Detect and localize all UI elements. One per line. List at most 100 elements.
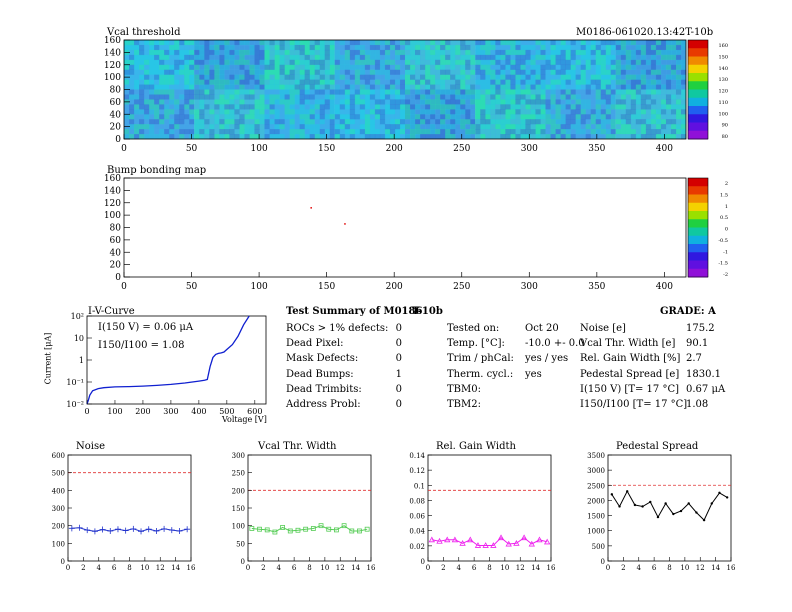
pixel-cell: [465, 104, 471, 110]
pixel-cell: [595, 99, 601, 105]
pixel-cell: [470, 74, 476, 80]
pixel-cell: [319, 84, 326, 90]
pixel-cell: [279, 134, 285, 140]
pixel-cell: [570, 89, 576, 95]
pixel-cell: [174, 84, 180, 90]
pixel-cell: [470, 119, 476, 125]
pixel-cell: [515, 109, 521, 115]
pixel-cell: [595, 109, 601, 115]
summary-label: Therm. cycl.:: [447, 368, 514, 380]
data-point: [176, 527, 183, 534]
pixel-cell: [590, 94, 596, 100]
pixel-cell: [274, 89, 280, 95]
pixel-cell: [169, 99, 175, 105]
series-line: [431, 537, 548, 546]
pixel-cell: [149, 79, 155, 85]
pixel-cell: [379, 54, 386, 61]
pixel-cell: [304, 79, 310, 85]
pixel-cell: [605, 124, 612, 130]
pixel-cell: [384, 99, 391, 105]
pixel-cell: [490, 79, 496, 85]
pixel-cell: [420, 134, 426, 140]
pixel-cell: [209, 104, 215, 110]
pixel-cell: [520, 59, 526, 66]
pixel-cell: [545, 114, 551, 120]
pixel-cell: [580, 64, 586, 70]
pixel-cell: [455, 64, 461, 70]
pixel-cell: [680, 59, 687, 66]
pixel-cell: [410, 89, 416, 95]
pixel-cell: [314, 40, 320, 46]
data-point: [264, 527, 270, 533]
pixel-cell: [154, 84, 160, 90]
pixel-cell: [565, 119, 571, 125]
pixel-cell: [420, 109, 426, 115]
pixel-cell: [389, 44, 396, 51]
pixel-cell: [384, 124, 391, 130]
pixel-cell: [389, 129, 396, 135]
pixel-cell: [410, 74, 416, 80]
pixel-cell: [420, 54, 426, 61]
pixel-cell: [374, 89, 381, 95]
pixel-cell: [660, 119, 667, 125]
pixel-cell: [169, 109, 175, 115]
pixel-cell: [415, 114, 421, 120]
pixel-cell: [214, 54, 220, 61]
pixel-cell: [530, 54, 536, 61]
pixel-cell: [665, 99, 672, 105]
pixel-cell: [339, 74, 346, 80]
pixel-cell: [500, 79, 506, 85]
pixel-cell: [224, 99, 230, 105]
pixel-cell: [279, 79, 285, 85]
pixel-cell: [164, 49, 170, 56]
pixel-cell: [640, 104, 647, 110]
pixel-cell: [665, 84, 672, 90]
pixel-cell: [545, 54, 551, 61]
pixel-cell: [680, 89, 687, 95]
pixel-cell: [490, 119, 496, 125]
pixel-cell: [329, 129, 336, 135]
pixel-cell: [214, 119, 220, 125]
pixel-cell: [249, 89, 255, 95]
pixel-cell: [199, 54, 205, 61]
pixel-cell: [560, 59, 566, 66]
pixel-cell: [154, 129, 160, 135]
pixel-cell: [665, 119, 672, 125]
pixel-cell: [640, 54, 647, 61]
pixel-cell: [344, 69, 351, 75]
pixel-cell: [244, 84, 250, 90]
pixel-cell: [410, 119, 416, 125]
palette-label: 1.5: [720, 192, 728, 198]
pixel-cell: [530, 114, 536, 120]
pixel-cell: [299, 74, 305, 80]
data-point: [84, 527, 91, 534]
palette-label: 0: [725, 227, 728, 233]
pixel-cell: [214, 134, 220, 140]
pixel-cell: [425, 54, 431, 61]
pixel-cell: [440, 44, 446, 51]
pixel-cell: [455, 134, 461, 140]
pixel-cell: [475, 54, 481, 61]
pixel-cell: [485, 40, 491, 46]
pixel-cell: [219, 99, 225, 105]
pixel-cell: [540, 59, 546, 66]
pixel-cell: [485, 59, 491, 66]
pixel-cell: [480, 119, 486, 125]
pixel-cell: [540, 64, 546, 70]
pixel-cell: [535, 99, 541, 105]
pixel-cell: [460, 104, 466, 110]
pixel-cell: [324, 134, 331, 140]
pixel-cell: [329, 99, 336, 105]
pixel-cell: [344, 89, 351, 95]
pixel-cell: [379, 59, 386, 66]
pixel-cell: [665, 74, 672, 80]
x-tick-label: 12: [696, 564, 705, 572]
pixel-cell: [430, 59, 436, 66]
pixel-cell: [179, 64, 185, 70]
pixel-cell: [470, 89, 476, 95]
summary-value: 0.67 μA: [686, 383, 726, 395]
pixel-cell: [650, 99, 657, 105]
pixel-cell: [309, 109, 315, 115]
pixel-cell: [580, 94, 586, 100]
pixel-cell: [525, 104, 531, 110]
